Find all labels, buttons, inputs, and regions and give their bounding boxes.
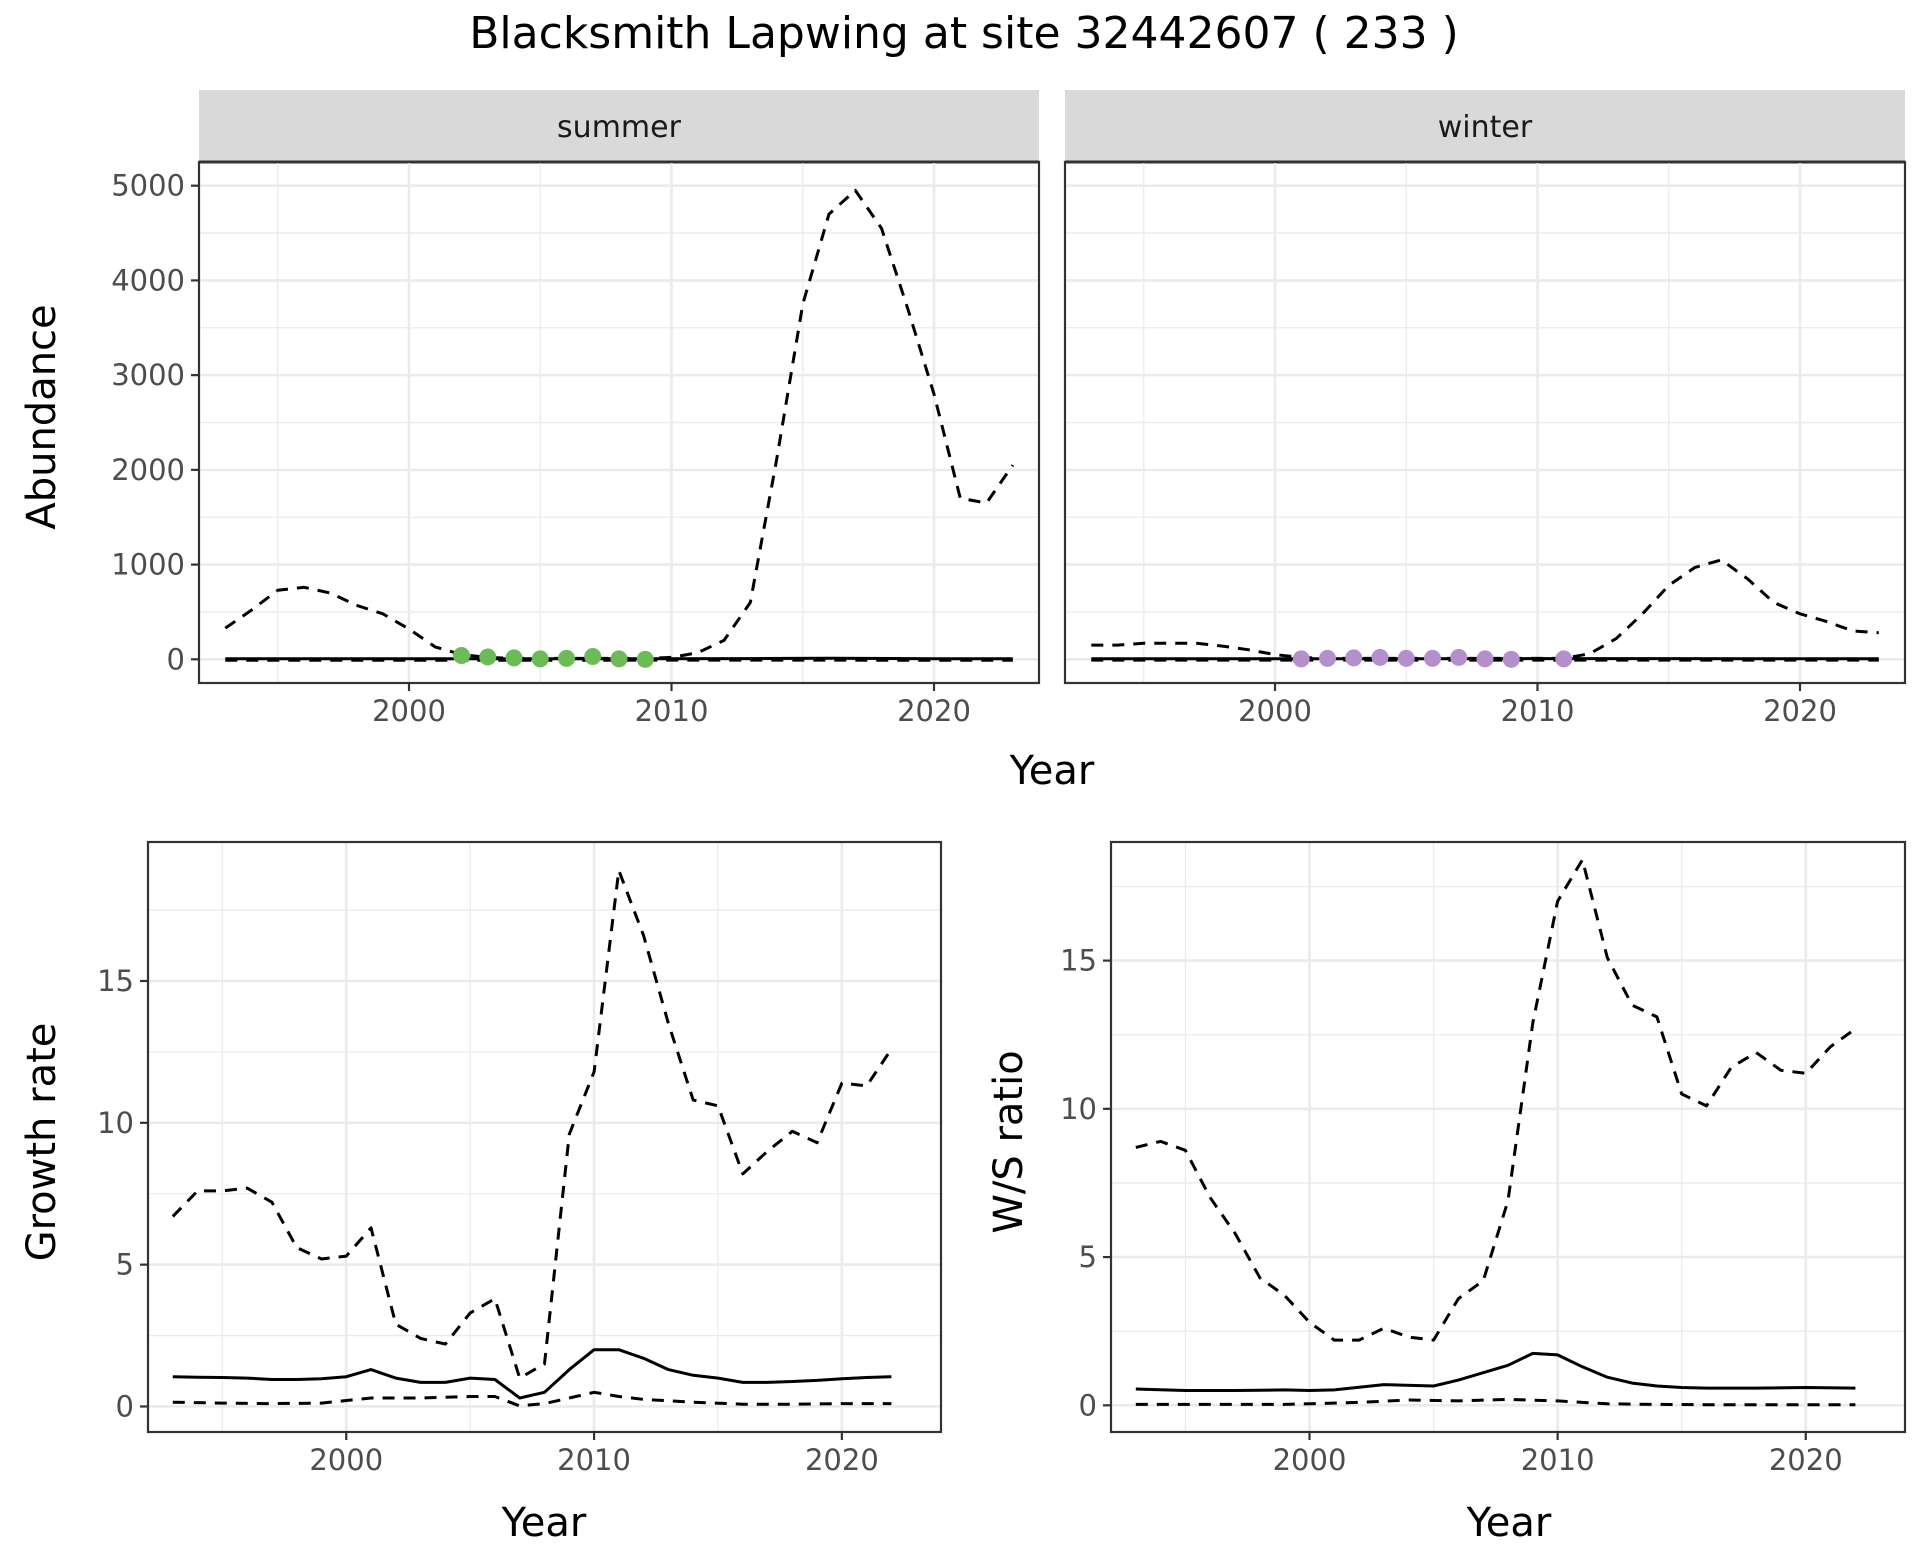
summer-observed-point (453, 647, 470, 665)
growth-rate-panel: 2000 2010 2020 0 5 10 15 (97, 840, 943, 1477)
winter-strip-label: winter (1438, 110, 1533, 145)
abundance-x-axis-title: Year (1009, 748, 1095, 794)
summer-observed-point (531, 650, 549, 668)
ws-y-tick-label: 0 (1079, 1388, 1097, 1422)
growth-x-tick-label: 2010 (557, 1443, 631, 1477)
growth-y-tick-label: 0 (116, 1389, 134, 1423)
summer-y-tick-label: 4000 (111, 263, 185, 297)
growth-rate-y-axis-title: Growth rate (19, 1023, 65, 1262)
ws-x-tick-label: 2010 (1521, 1443, 1595, 1477)
ws-y-tick-label: 15 (1060, 944, 1097, 978)
summer-observed-point (610, 650, 628, 668)
ws-ratio-y-axis-title: W/S ratio (986, 1050, 1032, 1233)
abundance-y-axis-title: Abundance (19, 304, 65, 529)
summer-y-tick-label: 5000 (111, 169, 185, 203)
ws-lower-line (1135, 1397, 1856, 1407)
summer-strip (199, 90, 1039, 162)
winter-x-tick-label: 2020 (1763, 694, 1837, 728)
ws-ratio-panel: 2000 2010 2020 0 5 10 15 (1060, 840, 1907, 1477)
winter-strip (1065, 90, 1905, 162)
summer-panel-border (197, 160, 1041, 685)
winter-upper-line (1091, 558, 1879, 660)
winter-observed-point (1319, 649, 1336, 667)
growth-panel-border (146, 840, 943, 1434)
winter-observed-point (1502, 650, 1520, 668)
ws-x-tick-label: 2020 (1769, 1443, 1843, 1477)
ws-y-tick-label: 5 (1079, 1240, 1097, 1274)
summer-observed-point (479, 648, 497, 666)
summer-mean-line (225, 656, 1013, 661)
ws-upper-line (1135, 858, 1857, 1342)
growth-y-tick-label: 15 (97, 964, 134, 998)
abundance-winter-panel: winter 2000 2010 2020 (1063, 90, 1907, 728)
summer-x-tick-label: 2010 (635, 694, 709, 728)
ws-panel-border (1109, 840, 1907, 1434)
winter-observed-point (1397, 649, 1415, 667)
winter-observed-point (1345, 649, 1363, 667)
winter-x-tick-label: 2010 (1501, 694, 1575, 728)
growth-x-tick-label: 2000 (309, 1443, 383, 1477)
summer-y-tick-label: 0 (167, 642, 185, 676)
summer-observed-point (636, 650, 654, 668)
summer-strip-label: summer (557, 110, 682, 145)
growth-upper-line (171, 868, 893, 1380)
winter-observed-point (1476, 650, 1494, 668)
ws-mean-line (1135, 1351, 1856, 1392)
summer-observed-point (584, 647, 602, 665)
abundance-summer-panel: summer 2000 2010 2020 0 1000 2000 3000 4000 5000 (111, 90, 1041, 728)
winter-x-tick-label: 2000 (1238, 694, 1312, 728)
growth-y-tick-label: 5 (116, 1248, 134, 1282)
summer-y-tick-label: 2000 (111, 453, 185, 487)
growth-x-tick-label: 2020 (805, 1443, 879, 1477)
growth-lower-line (172, 1390, 892, 1408)
growth-mean-line (172, 1348, 892, 1400)
summer-y-tick-label: 1000 (111, 548, 185, 582)
ws-ratio-x-axis-title: Year (1466, 1500, 1552, 1546)
summer-x-tick-label: 2000 (372, 694, 446, 728)
summer-observed-point (505, 649, 523, 667)
winter-observed-point (1371, 648, 1389, 666)
summer-y-tick-label: 3000 (111, 358, 185, 392)
ws-y-tick-label: 10 (1060, 1092, 1097, 1126)
growth-y-tick-label: 10 (97, 1106, 134, 1140)
winter-observed-point (1292, 650, 1310, 668)
summer-x-tick-label: 2020 (897, 694, 971, 728)
winter-observed-point (1450, 648, 1468, 666)
winter-observed-point (1555, 650, 1573, 668)
ws-x-tick-label: 2000 (1273, 1443, 1347, 1477)
winter-observed-point (1424, 649, 1441, 667)
winter-panel-border (1063, 160, 1907, 685)
chart-title: Blacksmith Lapwing at site 32442607 ( 23… (469, 8, 1458, 59)
growth-rate-x-axis-title: Year (501, 1500, 587, 1546)
summer-observed-point (558, 649, 575, 667)
